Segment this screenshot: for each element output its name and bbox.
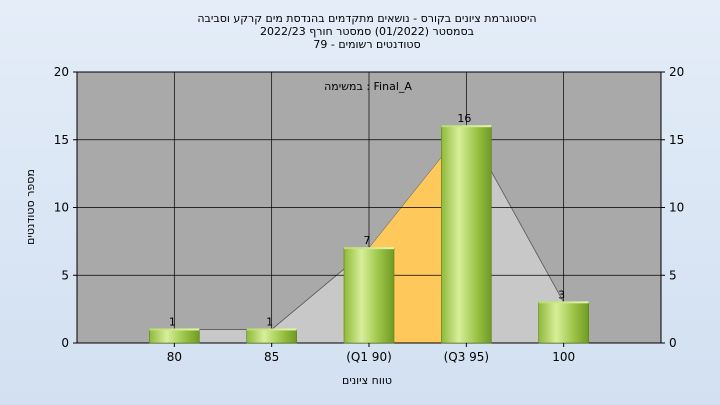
bar (246, 329, 297, 344)
chart-title-line-1: היסטוגרמת ציונים בקורס - נושאים מתקדמים … (197, 12, 536, 25)
bar (343, 247, 395, 344)
bar-cap (149, 328, 200, 331)
x-axis-title: טווח ציונים (342, 374, 392, 387)
y-tick-label-left: 5 (61, 268, 69, 282)
x-tick-label: (Q1 90) (346, 350, 392, 364)
bar (149, 329, 200, 344)
y-tick-label-left: 0 (61, 336, 69, 350)
y-tick-label-left: 15 (54, 133, 69, 147)
y-tick-label-right: 15 (669, 133, 684, 147)
y-axis-title: מספר סטודנטים (24, 169, 37, 245)
y-tick-label-left: 20 (54, 65, 69, 79)
chart-annotation: במשימה : Final_A (324, 80, 412, 93)
chart-title-line-3: סטודנטים רשומים - 79 (313, 38, 420, 51)
bar-value-label: 1 (169, 315, 176, 328)
bar (538, 302, 589, 344)
bar-cap (246, 328, 297, 331)
bar (441, 125, 492, 344)
x-tick-label: 85 (264, 350, 279, 364)
bar-value-label: 1 (266, 315, 273, 328)
y-tick-label-right: 0 (669, 336, 677, 350)
x-tick-label: 80 (167, 350, 182, 364)
y-tick-label-right: 20 (669, 65, 684, 79)
bar-value-label: 3 (558, 288, 565, 301)
bar-cap (344, 247, 394, 250)
bar-value-label: 16 (457, 112, 471, 125)
bar-cap (441, 125, 492, 128)
chart-title-line-2: בסמסטר (01/2022) סמסטר חורף 2022/23 (260, 25, 474, 38)
bar-value-label: 7 (364, 234, 371, 247)
y-tick-label-right: 5 (669, 268, 677, 282)
y-tick-label-right: 10 (669, 201, 684, 215)
x-tick-label: 100 (552, 350, 575, 364)
y-tick-label-left: 10 (54, 201, 69, 215)
bar-cap (538, 301, 589, 304)
x-tick-label: (Q3 95) (444, 350, 490, 364)
